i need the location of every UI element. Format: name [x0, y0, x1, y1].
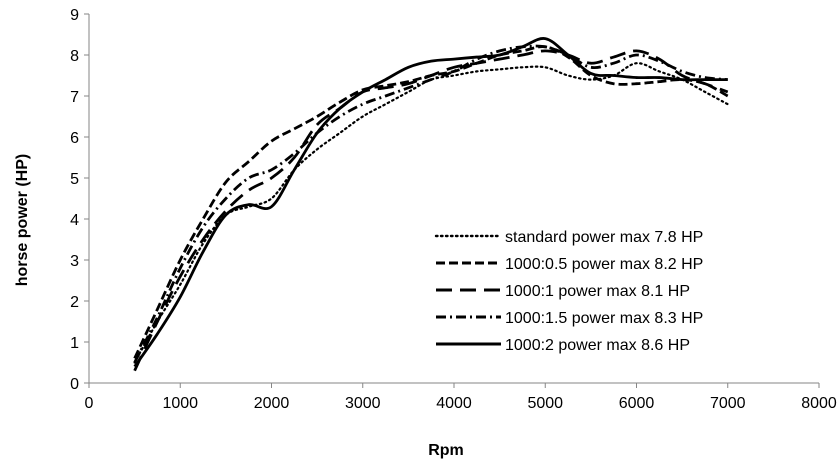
- y-tick-label: 1: [70, 335, 79, 352]
- x-axis-ticks: 0 1000 2000 3000 4000 5000 6000 7000 8000: [85, 383, 837, 412]
- y-tick-label: 8: [70, 48, 79, 65]
- x-tick-label: 2000: [254, 395, 290, 412]
- y-tick-label: 0: [70, 376, 79, 393]
- series-lines: [133, 37, 729, 372]
- y-tick-label: 5: [70, 171, 79, 188]
- y-tick-label: 2: [70, 294, 79, 311]
- x-tick-label: 4000: [436, 395, 472, 412]
- axes: [88, 14, 819, 384]
- y-tick-label: 4: [70, 212, 79, 229]
- y-tick-label: 7: [70, 89, 79, 106]
- legend-label-2: 1000:0.5 power max 8.2 HP: [505, 256, 703, 273]
- x-axis-title: Rpm: [428, 442, 464, 459]
- legend-label-5: 1000:2 power max 8.6 HP: [505, 337, 690, 354]
- y-tick-label: 3: [70, 253, 79, 270]
- legend: standard power max 7.8 HP 1000:0.5 power …: [434, 229, 703, 354]
- series-line-4: [133, 44, 728, 364]
- y-tick-label: 9: [70, 7, 79, 24]
- x-tick-label: 3000: [345, 395, 381, 412]
- x-tick-label: 8000: [801, 395, 837, 412]
- legend-label-1: standard power max 7.8 HP: [505, 229, 703, 246]
- series-line-3: [133, 49, 729, 372]
- y-axis-title: horse power (HP): [14, 154, 31, 286]
- x-tick-label: 5000: [527, 395, 563, 412]
- series-line-5: [133, 37, 728, 368]
- x-tick-label: 0: [85, 395, 94, 412]
- x-tick-label: 7000: [710, 395, 746, 412]
- x-tick-label: 6000: [619, 395, 655, 412]
- legend-label-3: 1000:1 power max 8.1 HP: [505, 283, 690, 300]
- y-axis-ticks: 0 1 2 3 4 5 6 7 8 9: [70, 7, 89, 393]
- y-tick-label: 6: [70, 130, 79, 147]
- legend-label-4: 1000:1.5 power max 8.3 HP: [505, 310, 703, 327]
- x-tick-label: 1000: [162, 395, 198, 412]
